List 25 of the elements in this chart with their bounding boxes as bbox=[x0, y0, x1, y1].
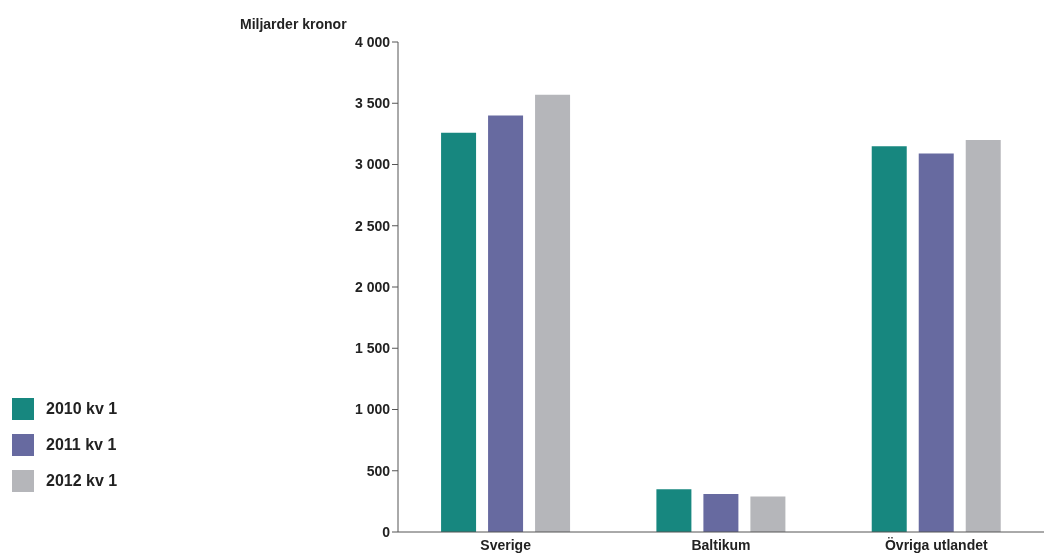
legend-label: 2012 kv 1 bbox=[46, 472, 118, 490]
bar bbox=[488, 115, 524, 532]
legend-label: 2010 kv 1 bbox=[46, 400, 118, 418]
y-tick-label: 1 500 bbox=[354, 340, 391, 357]
y-tick-label: 0 bbox=[382, 523, 391, 540]
bar bbox=[750, 496, 786, 532]
y-tick-label: 1 000 bbox=[354, 401, 391, 418]
bar bbox=[703, 494, 739, 532]
y-tick-label: 4 000 bbox=[354, 33, 391, 50]
y-tick-label: 500 bbox=[366, 462, 391, 479]
bar bbox=[918, 153, 954, 532]
legend-label: 2011 kv 1 bbox=[46, 436, 117, 454]
y-tick-label: 3 000 bbox=[354, 156, 391, 173]
x-tick-label: Baltikum bbox=[691, 536, 751, 553]
bar bbox=[441, 132, 477, 532]
bar bbox=[965, 140, 1001, 532]
x-tick-label: Övriga utlandet bbox=[884, 536, 989, 553]
y-tick-label: 2 000 bbox=[354, 278, 391, 295]
bar bbox=[871, 146, 907, 532]
y-tick-label: 2 500 bbox=[354, 217, 391, 234]
y-tick-label: 3 500 bbox=[354, 95, 391, 112]
bar bbox=[535, 94, 571, 532]
bar bbox=[656, 489, 692, 532]
x-tick-label: Sverige bbox=[480, 536, 532, 553]
y-axis-title: Miljarder kronor bbox=[240, 16, 347, 32]
